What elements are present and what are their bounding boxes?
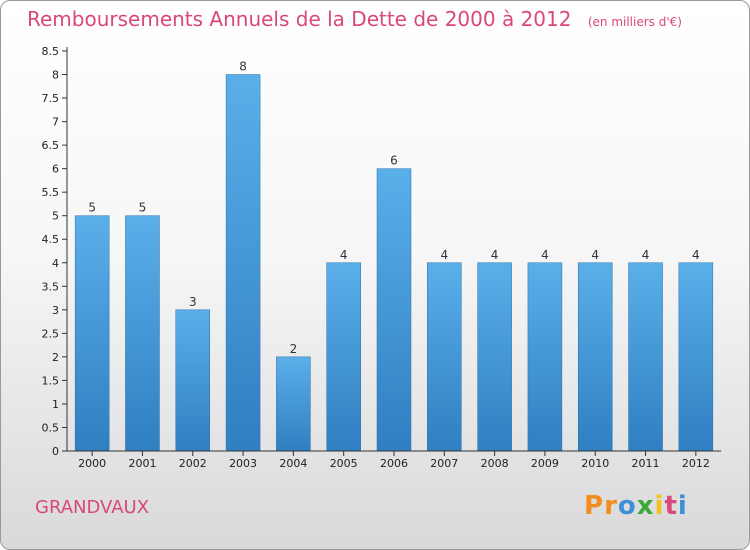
data-label: 4 xyxy=(642,248,650,262)
y-tick-label: 2.5 xyxy=(42,327,60,340)
labels-group: 2000 5 2001 5 2002 3 2003 8 2004 2 2005 4 2006 6 2007 4… xyxy=(78,60,710,470)
y-tick-label: 0.5 xyxy=(42,421,60,434)
x-tick-label: 2001 xyxy=(128,457,156,470)
logo-letter: i xyxy=(677,491,688,521)
y-tick-label: 4 xyxy=(52,257,59,270)
proxiti-logo: Proxiti xyxy=(584,491,688,521)
y-tick-label: 6 xyxy=(52,163,59,176)
y-tick-label: 3.5 xyxy=(42,280,60,293)
logo-letter: P xyxy=(584,491,605,521)
data-label: 3 xyxy=(189,295,197,309)
commune-name: GRANDVAUX xyxy=(35,497,150,518)
y-tick-label: 6.5 xyxy=(42,139,60,152)
title-text: Remboursements Annuels de la Dette de 20… xyxy=(27,7,572,31)
bar-2006 xyxy=(376,168,412,452)
bar-2000 xyxy=(74,215,110,452)
bar-2003 xyxy=(225,74,261,452)
y-tick-label: 8.5 xyxy=(42,45,60,58)
x-tick-label: 2010 xyxy=(581,457,609,470)
logo-letter: o xyxy=(617,491,637,521)
y-tick-label: 7.5 xyxy=(42,92,60,105)
bar-2012 xyxy=(678,262,714,452)
x-tick-label: 2004 xyxy=(279,457,307,470)
y-tick-label: 1.5 xyxy=(42,374,60,387)
data-label: 4 xyxy=(491,248,499,262)
y-tick-label: 2 xyxy=(52,351,59,364)
logo-letter: r xyxy=(604,491,618,521)
bars-group xyxy=(74,74,714,452)
bar-2009 xyxy=(527,262,563,452)
x-tick-label: 2007 xyxy=(430,457,458,470)
y-tick-label: 7 xyxy=(52,116,59,129)
logo-letter: i xyxy=(654,491,665,521)
logo-letter: x xyxy=(636,491,655,521)
x-tick-label: 2005 xyxy=(330,457,358,470)
chart-title: Remboursements Annuels de la Dette de 20… xyxy=(27,7,682,31)
data-label: 4 xyxy=(591,248,599,262)
data-label: 2 xyxy=(290,342,298,356)
bar-2007 xyxy=(427,262,462,452)
bar-2010 xyxy=(577,262,613,452)
y-tick-label: 5.5 xyxy=(42,186,60,199)
bar-2002 xyxy=(175,309,211,452)
data-label: 5 xyxy=(88,201,96,215)
x-tick-label: 2012 xyxy=(682,457,710,470)
bar-2011 xyxy=(628,262,663,452)
data-label: 4 xyxy=(541,248,549,262)
data-label: 4 xyxy=(440,248,448,262)
logo-letter: t xyxy=(664,491,678,521)
y-tick-label: 4.5 xyxy=(42,233,60,246)
axes-group: 0 0.5 1 1.5 2 2.5 3 3.5 4 4.5 5 5.5 6 6.5 7 7.5 8 8.5 xyxy=(42,45,721,458)
x-tick-label: 2002 xyxy=(179,457,207,470)
x-tick-label: 2000 xyxy=(78,457,106,470)
x-tick-label: 2006 xyxy=(380,457,408,470)
x-tick-label: 2009 xyxy=(531,457,559,470)
chart-subtitle: (en milliers d'€) xyxy=(587,15,682,29)
data-label: 5 xyxy=(139,201,147,215)
x-tick-label: 2008 xyxy=(481,457,509,470)
data-label: 4 xyxy=(692,248,700,262)
bar-2001 xyxy=(125,215,160,452)
x-tick-label: 2003 xyxy=(229,457,257,470)
data-label: 8 xyxy=(239,60,247,74)
data-label: 6 xyxy=(390,154,398,168)
y-tick-label: 1 xyxy=(52,398,59,411)
bar-2004 xyxy=(276,356,311,452)
data-label: 4 xyxy=(340,248,348,262)
y-tick-label: 8 xyxy=(52,69,59,82)
y-tick-label: 3 xyxy=(52,304,59,317)
bar-2005 xyxy=(326,262,361,452)
x-tick-label: 2011 xyxy=(632,457,660,470)
y-tick-label: 5 xyxy=(52,210,59,223)
y-tick-label: 0 xyxy=(52,445,59,458)
bar-2008 xyxy=(477,262,512,452)
